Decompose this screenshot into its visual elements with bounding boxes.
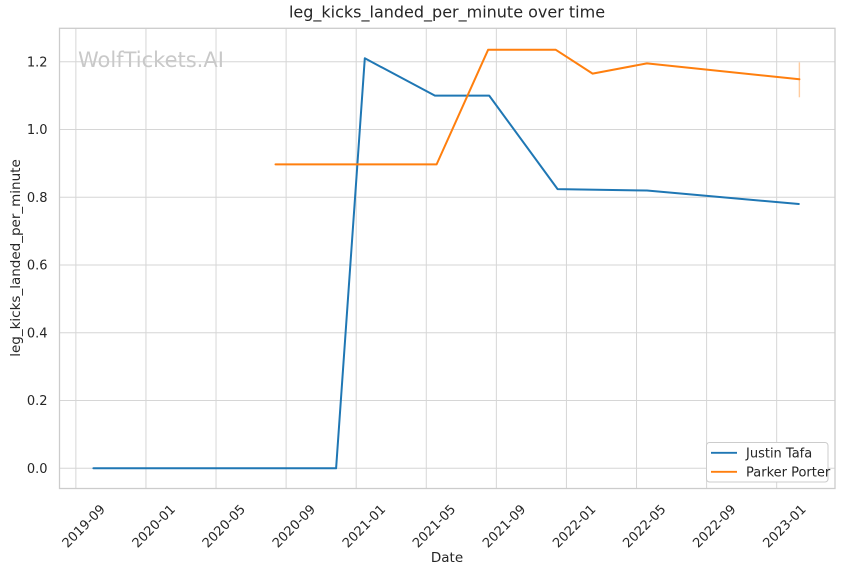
x-tick-labels: 2019-09 2020-01 2020-05 2020-09 2021-01 2021-… [60,502,810,551]
y-axis-label: leg_kicks_landed_per_minute [8,159,24,357]
watermark: WolfTickets.AI [78,48,224,72]
x-tick-label: 2021-01 [340,502,389,551]
x-tick-label: 2022-09 [690,502,739,551]
plot-border [58,27,836,490]
y-tick-label: 0.4 [27,326,48,341]
x-tick-label: 2022-05 [620,502,669,551]
x-tick-label: 2020-05 [200,502,249,551]
y-tick-label: 0.6 [27,259,48,274]
series-line-justin-tafa [92,57,800,470]
x-tick-label: 2022-01 [550,502,599,551]
series-line-parker-porter [274,48,801,166]
legend-label: Justin Tafa [745,447,812,462]
chart-title: leg_kicks_landed_per_minute over time [289,3,605,23]
x-tick-label: 2021-09 [480,502,529,551]
x-tick-label: 2023-01 [760,502,809,551]
series-layer [92,48,801,470]
y-tick-label: 0.8 [27,191,48,206]
x-tick-label: 2019-09 [60,502,109,551]
y-tick-label: 0.2 [27,394,48,409]
legend-entry: Justin Tafa [711,447,812,462]
legend-label: Parker Porter [746,466,831,481]
spines-layer [58,27,836,490]
y-tick-label: 1.0 [27,123,48,138]
grid-layer [59,28,835,489]
y-tick-labels: 0.0 0.2 0.4 0.6 0.8 1.0 1.2 [27,55,48,477]
x-tick-label: 2020-09 [270,502,319,551]
x-tick-label: 2021-05 [410,502,459,551]
x-axis-label: Date [431,550,463,566]
y-tick-label: 1.2 [27,55,48,70]
y-tick-label: 0.0 [27,462,48,477]
legend-entry: Parker Porter [711,466,831,481]
x-tick-label: 2020-01 [130,502,179,551]
legend: Justin Tafa Parker Porter [706,442,831,483]
